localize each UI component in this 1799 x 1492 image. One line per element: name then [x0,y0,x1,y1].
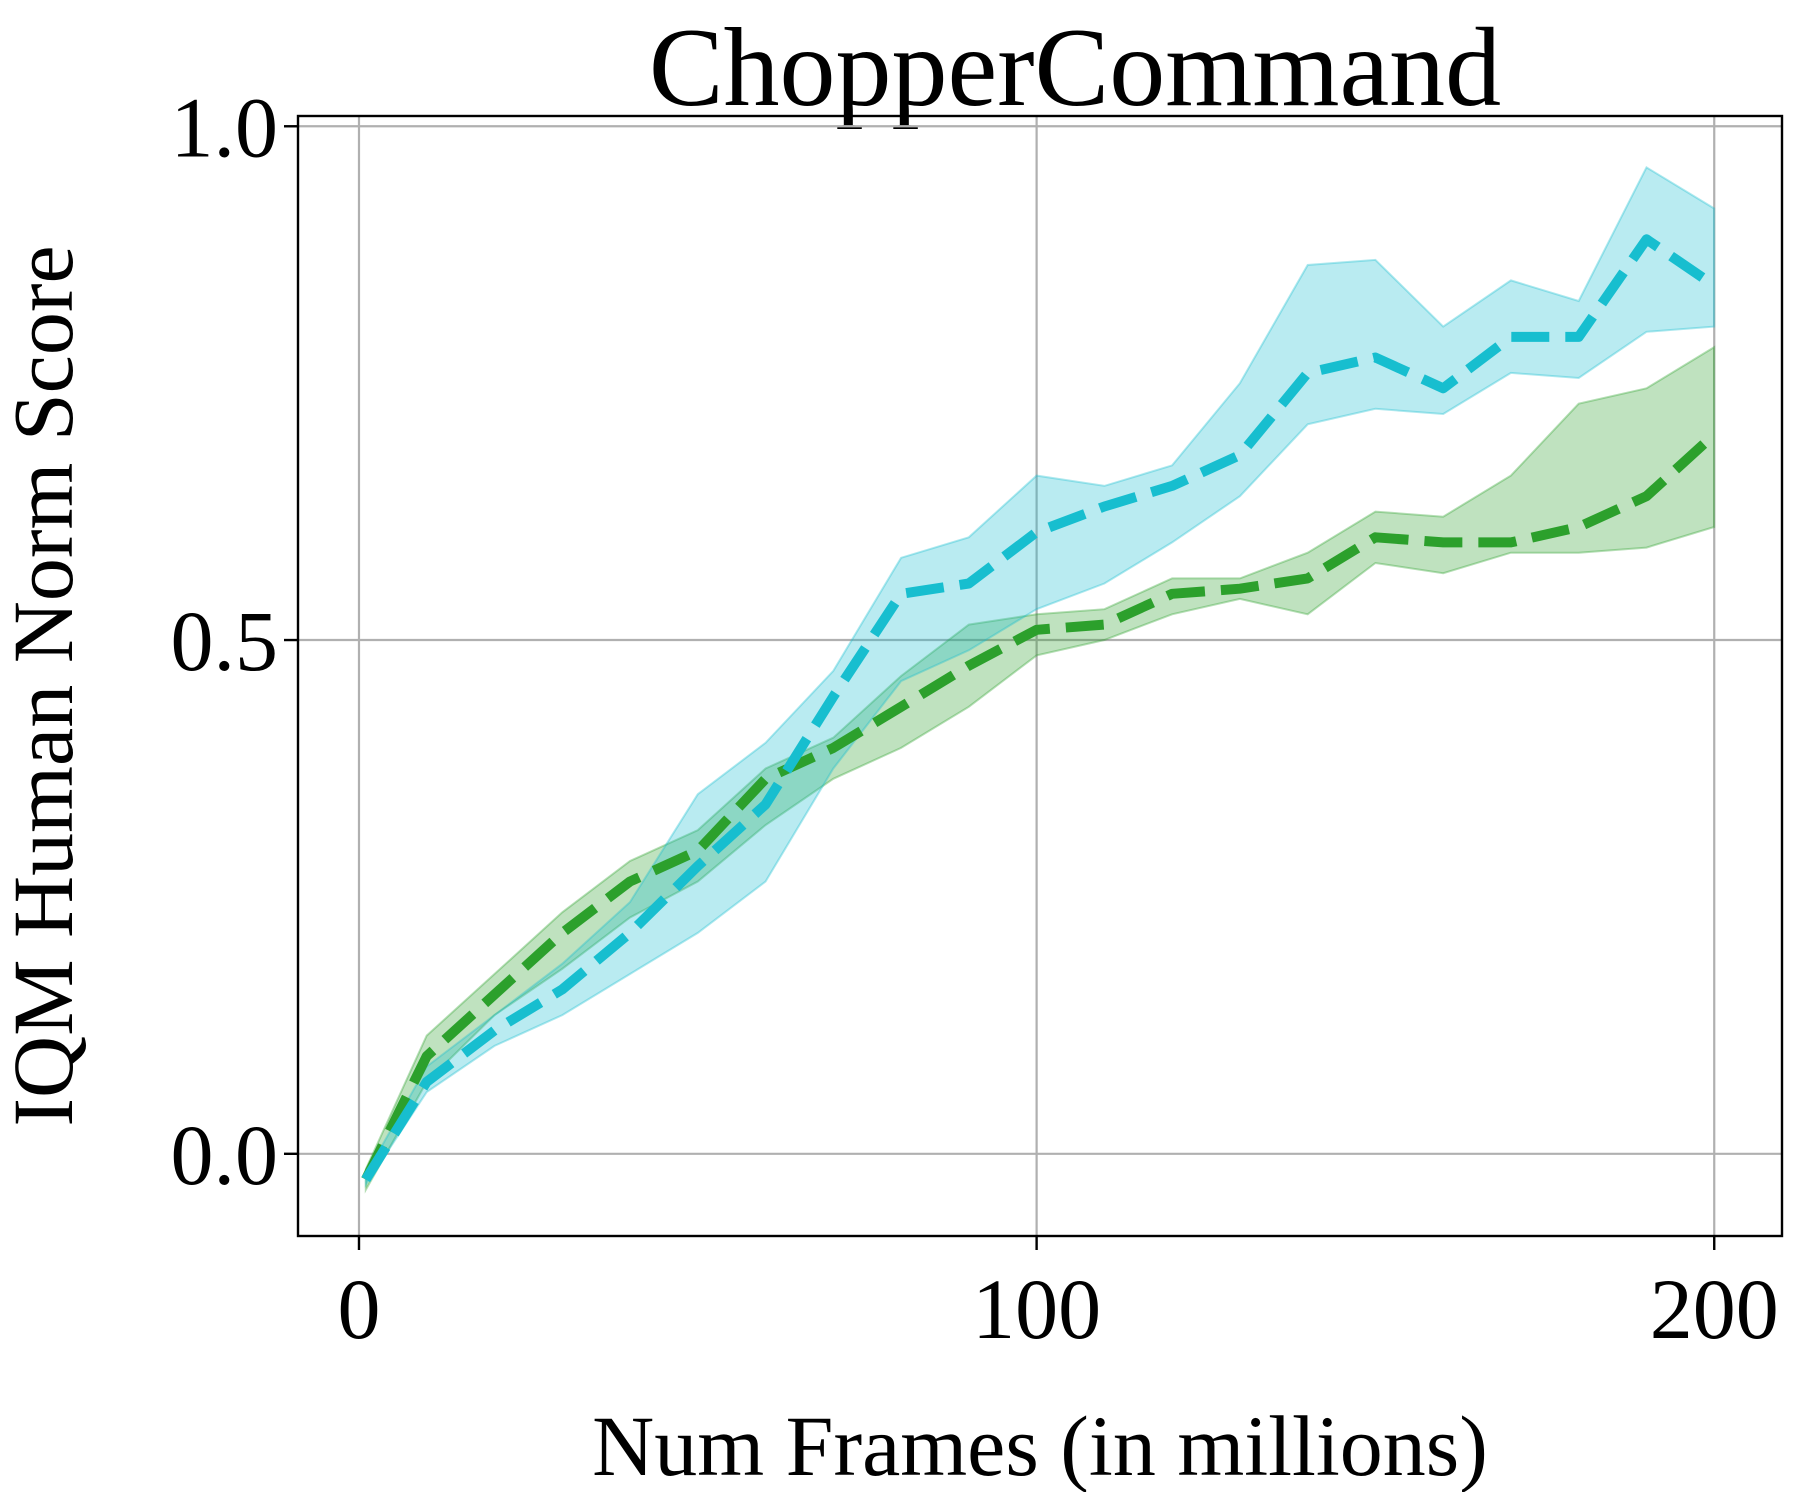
y-tick-label: 0.0 [171,1107,279,1203]
x-axis-label: Num Frames (in millions) [592,1398,1488,1492]
series-1-line [361,430,1718,1182]
y-tick-label: 1.0 [171,79,279,175]
x-tick-label: 100 [972,1261,1101,1357]
axes-frame [296,114,1784,1238]
x-tick-label: 0 [337,1261,380,1357]
series-1-confidence-band [364,345,1716,1194]
series-lines [361,234,1718,1183]
series-2-line [361,234,1718,1183]
series-2-confidence-band [364,165,1716,1188]
grid-lines [298,116,1782,1236]
y-axis-label: IQM Human Norm Score [0,245,91,1126]
chart-title: ChopperCommand [649,6,1501,130]
confidence-bands [364,165,1716,1194]
x-tick-label: 200 [1650,1261,1779,1357]
y-tick-label: 0.5 [171,593,279,689]
axis-ticks: 0 100 200 0.0 0.5 1.0 [171,79,1779,1357]
